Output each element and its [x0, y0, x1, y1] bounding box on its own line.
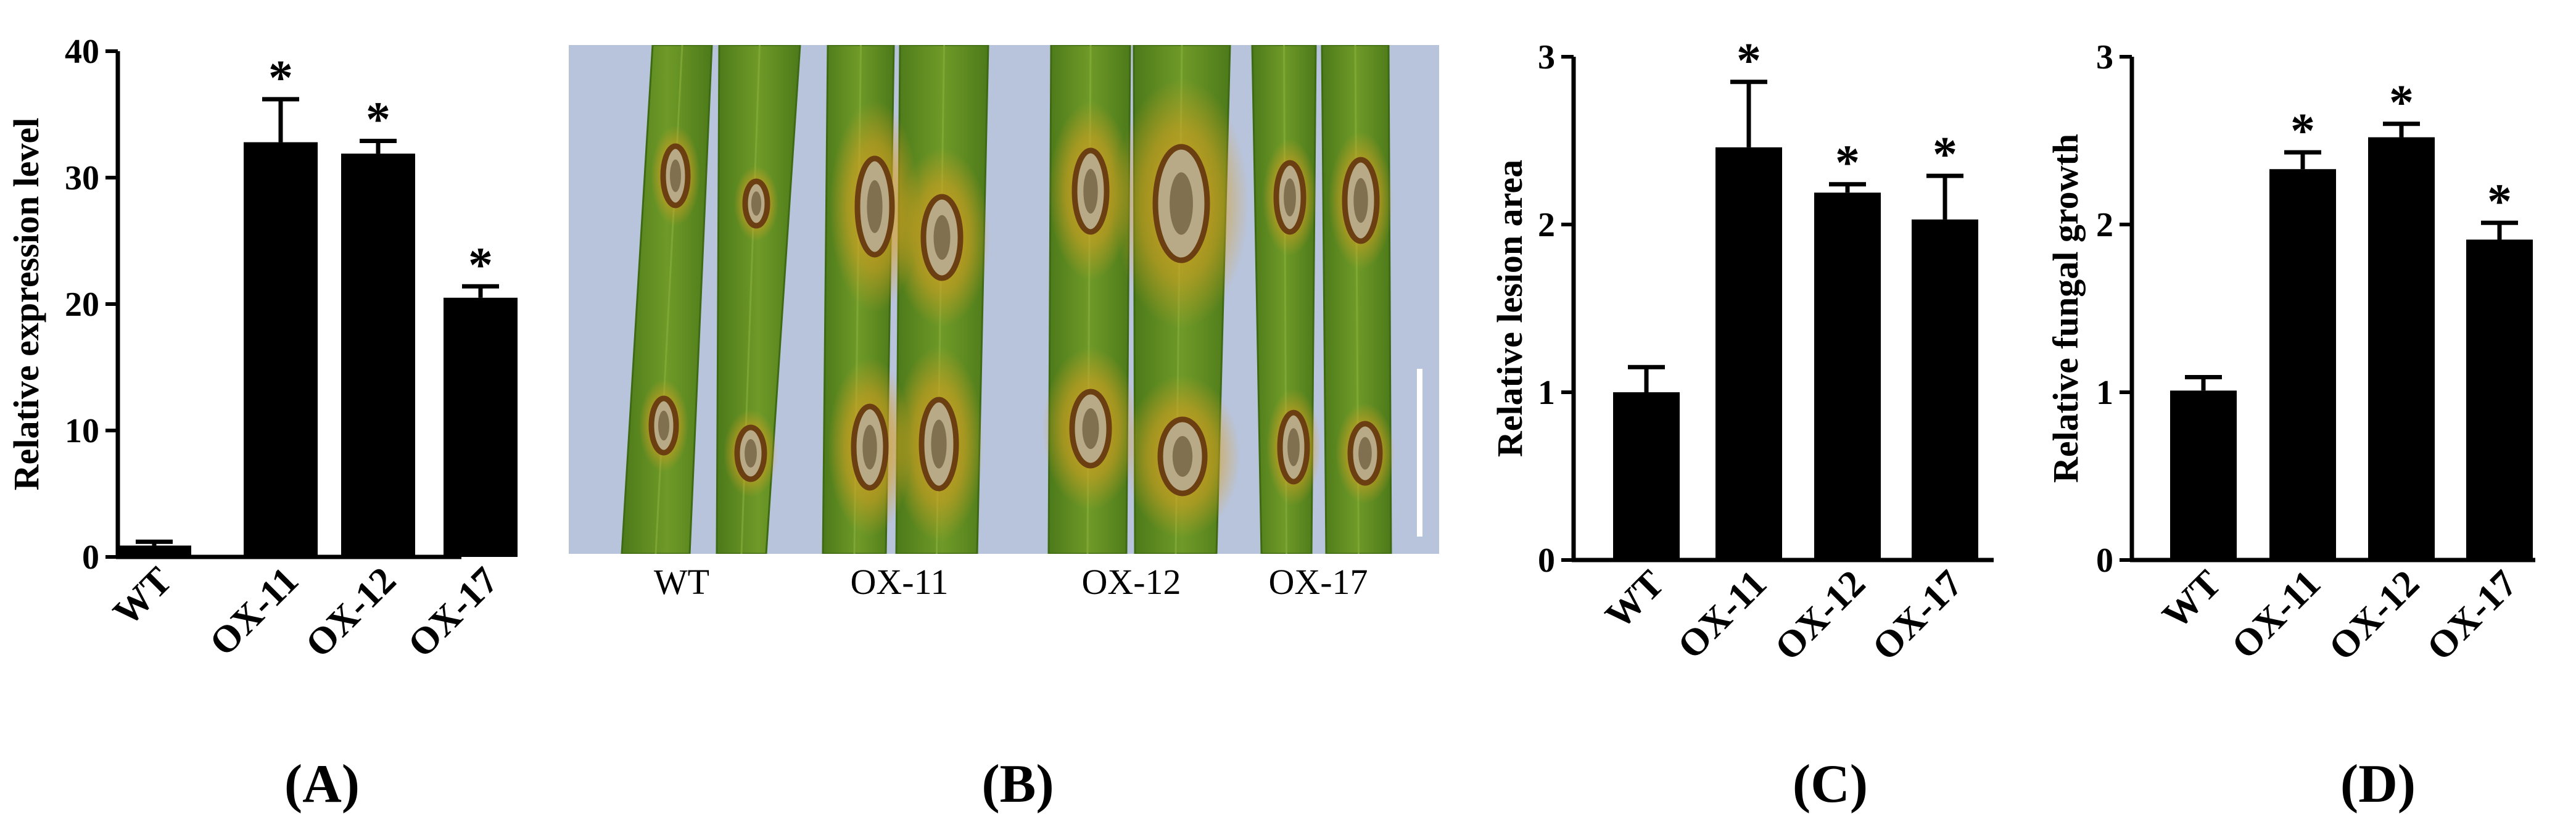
- chart-c-bar-ox-17: [1912, 219, 1978, 561]
- lesion-core: [933, 215, 951, 260]
- chart-d-category-label: OX-11: [2224, 562, 2329, 667]
- chart-c-bar-wt: [1613, 392, 1680, 560]
- lesion-core: [862, 424, 877, 470]
- lesion-core: [751, 191, 762, 216]
- chart-d-panel-label: (D): [2340, 754, 2416, 814]
- lesion-core: [1287, 428, 1300, 466]
- chart-a-category-label: OX-12: [298, 559, 404, 665]
- chart-c-bar-ox-12: [1814, 192, 1881, 560]
- chart-d-significance-star: *: [2487, 175, 2512, 229]
- chart-d-bar-ox-12: [2368, 137, 2435, 560]
- chart-d-y-tick-label: 1: [2096, 374, 2113, 412]
- chart-c-category-label: OX-17: [1865, 562, 1971, 669]
- chart-a-y-tick-label: 20: [65, 286, 99, 324]
- photo-label-ox-11: OX-11: [851, 562, 949, 602]
- chart-a-y-tick-label: 40: [65, 33, 99, 71]
- chart-d: 0 1 2 3 Relative fungal growth WT * OX-11 * OX-12…: [2046, 38, 2535, 814]
- chart-a-panel-label: (A): [284, 754, 360, 814]
- chart-c-significance-star: *: [1835, 136, 1860, 191]
- lesion-core: [867, 180, 883, 233]
- chart-d-bar-wt: [2170, 390, 2237, 560]
- chart-a-y-tick-label: 30: [65, 159, 99, 197]
- chart-c-category-label: WT: [1598, 562, 1672, 637]
- chart-a-category-label: WT: [105, 559, 180, 634]
- chart-c-category-label: OX-11: [1670, 562, 1775, 667]
- chart-a-significance-star: *: [468, 238, 493, 292]
- lesion-core: [931, 419, 947, 469]
- scale-bar: [1417, 369, 1422, 537]
- photo-panel-label: (B): [981, 754, 1054, 814]
- photo-content: [569, 45, 1439, 554]
- chart-a-significance-star: *: [268, 51, 293, 105]
- lesion-core: [1284, 178, 1296, 216]
- photo-label-ox-17: OX-17: [1268, 562, 1368, 602]
- lesion-core: [670, 159, 681, 192]
- chart-a-y-axis-label: Relative expression level: [6, 118, 46, 491]
- chart-c-y-tick-label: 3: [1538, 38, 1555, 76]
- lesion-core: [1172, 436, 1193, 477]
- chart-c-significance-star: *: [1736, 34, 1761, 88]
- chart-a-significance-star: *: [366, 93, 390, 147]
- chart-c-y-axis-label: Relative lesion area: [1490, 160, 1530, 457]
- lesion-core: [658, 410, 669, 441]
- chart-a-category-label: OX-11: [202, 559, 307, 664]
- chart-c-panel-label: (C): [1793, 754, 1868, 814]
- lesion-core: [1358, 437, 1372, 470]
- lesion-core: [1353, 178, 1368, 223]
- chart-a-y-tick-label: 10: [65, 412, 99, 450]
- lesion-core: [1170, 172, 1193, 235]
- chart-d-y-tick-label: 2: [2096, 206, 2113, 244]
- chart-c-significance-star: *: [1933, 128, 1957, 182]
- chart-d-y-axis-label: Relative fungal growth: [2046, 134, 2086, 483]
- chart-a-category-label: OX-17: [400, 559, 506, 665]
- lesion-core: [745, 439, 757, 468]
- photo-label-ox-12: OX-12: [1081, 562, 1181, 602]
- chart-d-category-label: OX-17: [2419, 562, 2525, 669]
- lesion-core: [1082, 408, 1099, 449]
- chart-d-bar-ox-11: [2269, 169, 2336, 560]
- photo-label-wt: WT: [654, 562, 709, 602]
- chart-a-y-tick-label: 0: [82, 538, 99, 577]
- chart-c-category-label: OX-12: [1767, 562, 1873, 669]
- chart-a: 0 10 20 30 40 Relative expression level WT * OX-…: [6, 33, 518, 814]
- chart-d-category-label: OX-12: [2321, 562, 2427, 669]
- chart-a-bar-ox-17: [444, 297, 518, 557]
- chart-a-bar-wt: [117, 545, 191, 557]
- chart-d-category-label: WT: [2155, 562, 2229, 637]
- lesion-core: [1083, 168, 1098, 214]
- chart-c-y-tick-label: 2: [1538, 206, 1555, 244]
- leaf-photo: WT OX-11 OX-12 OX-17 (B): [569, 45, 1439, 814]
- chart-c-y-tick-label: 0: [1538, 542, 1555, 580]
- chart-a-bar-ox-12: [341, 154, 415, 558]
- chart-d-significance-star: *: [2389, 76, 2414, 130]
- chart-d-y-tick-label: 0: [2096, 542, 2113, 580]
- chart-c: 0 1 2 3 Relative lesion area WT * OX-11 * OX-12 * O…: [1490, 34, 1994, 814]
- chart-d-y-tick-label: 3: [2096, 38, 2113, 76]
- chart-d-bar-ox-17: [2466, 239, 2533, 561]
- chart-d-significance-star: *: [2290, 104, 2315, 159]
- chart-c-y-tick-label: 1: [1538, 374, 1555, 412]
- chart-a-bar-ox-11: [244, 142, 318, 558]
- chart-c-bar-ox-11: [1715, 147, 1782, 560]
